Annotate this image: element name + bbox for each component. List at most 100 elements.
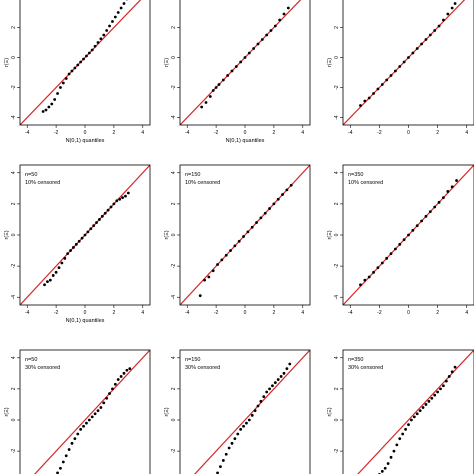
panel-2-1-sample-size-label: n=150	[185, 357, 200, 363]
panel-0-0-point	[76, 63, 80, 67]
panel-0-1-x-axis-label: N(0,1) quantiles	[226, 138, 265, 144]
panel-0-1-y-tick-label: -2	[171, 85, 177, 90]
panel-2-0-point	[99, 406, 103, 409]
panel-0-0-point	[93, 44, 97, 48]
panel-2-1-point	[273, 381, 277, 385]
panel-1-2-x-tick-label: -4	[348, 310, 353, 316]
panel-1-0-point	[57, 266, 61, 270]
panel-1-1-point	[207, 275, 211, 279]
panel-2-2-point	[453, 365, 457, 369]
panel-2-0-y-axis-label: r(Ξ)	[4, 407, 10, 416]
panel-2-1-point	[233, 437, 237, 441]
panel-1-1-point	[224, 253, 228, 257]
panel-1-0-point	[46, 280, 49, 284]
panel-1-2-point	[424, 214, 428, 218]
panel-2-0-y-tick-label: 0	[11, 418, 17, 421]
panel-1-2-point	[367, 275, 371, 279]
panel-1-2-point	[389, 252, 393, 256]
panel-0-1-x-tick-label: 4	[301, 130, 304, 136]
panel-1-1-y-axis-label: r(Ξ)	[164, 230, 170, 239]
panel-0-0-x-tick-label: 2	[112, 130, 115, 136]
panel-2-0-y-tick-label: 4	[11, 356, 17, 359]
panel-0-1-point	[200, 105, 204, 109]
panel-2-0-point	[96, 409, 100, 413]
panel-1-0-x-tick-label: -2	[54, 310, 59, 316]
panel-1-2-x-tick-label: 4	[465, 310, 468, 316]
panel-0-0-x-tick-label: 0	[84, 130, 87, 136]
panel-2-2-point	[427, 399, 431, 403]
panel-2-1-point	[256, 404, 260, 408]
panel-2-1-point	[236, 432, 240, 436]
panel-2-1-point	[276, 378, 280, 381]
panel-2-2-point	[395, 443, 399, 447]
panel-0-0-y-tick-label: 2	[11, 26, 17, 29]
panel-1-0-y-tick-label: 0	[11, 233, 17, 236]
panel-1-2-point	[437, 200, 441, 204]
panel-2-2-y-tick-label: -2	[334, 449, 340, 454]
panel-2-1-reference-line	[194, 350, 310, 474]
panel-1-1-reference-line	[180, 165, 310, 305]
panel-0-1-point	[252, 47, 256, 50]
panel-0-0-y-tick-label: -4	[11, 115, 17, 120]
panel-0-2-point	[411, 51, 415, 55]
panel-2-2-point	[430, 396, 434, 400]
panel-0-0-point	[41, 110, 45, 113]
panel-2-2-sample-size-label: n=350	[348, 357, 363, 363]
panel-2-0-point	[87, 418, 91, 422]
panel-0-0-point	[96, 41, 100, 44]
panel-2-1-censoring-label: 30% censored	[185, 365, 220, 371]
panel-1-1-point	[198, 294, 202, 298]
panel-1-0-point	[95, 221, 98, 224]
panel-1-1-point	[246, 230, 250, 234]
panel-0-2-y-tick-label: 0	[334, 56, 340, 59]
panel-0-1-point	[230, 69, 234, 73]
panel-0-2-point	[453, 2, 457, 5]
panel-0-1-point	[269, 29, 273, 32]
panel-1-1-point	[268, 207, 271, 210]
panel-1-0-x-tick-label: 4	[141, 310, 144, 316]
panel-0-1-x-tick-label: 0	[244, 130, 247, 136]
panel-1-0-point	[74, 242, 78, 246]
panel-1-0-point	[100, 214, 104, 218]
panel-1-1-x-tick-label: 0	[244, 310, 247, 316]
panel-0-1-point	[286, 6, 290, 10]
panel-2-1-point	[227, 446, 231, 450]
panel-0-1-reference-line	[180, 0, 302, 125]
panel-2-2-points	[378, 365, 457, 474]
panel-0-2-point	[424, 38, 428, 41]
panel-0-0-point	[87, 51, 91, 55]
panel-0-2-point	[359, 104, 362, 107]
panel-1-0-point	[43, 283, 46, 287]
panel-2-2-y-tick-label: 0	[334, 418, 340, 421]
panel-0-0-y-axis-label: r(Ξ)	[4, 58, 10, 67]
panel-2-0-points	[56, 367, 132, 474]
panel-1-0-point	[109, 205, 113, 209]
panel-1-1-point	[211, 269, 215, 273]
panel-0-2-point	[442, 18, 445, 22]
panel-1-0-point	[69, 249, 72, 252]
panel-0-2-point	[437, 24, 441, 28]
panel-2-0-y-tick-label: 2	[11, 387, 17, 390]
panel-2-2-point	[383, 466, 387, 470]
panel-1-1-x-tick-label: -4	[185, 310, 190, 316]
panel-1-2-point	[442, 196, 445, 200]
panel-1-0-y-axis-label: r(Ξ)	[4, 230, 10, 239]
panel-2-2-point	[404, 427, 407, 431]
panel-1-1-y-tick-label: 0	[171, 233, 177, 236]
panel-2-1-point	[247, 418, 251, 422]
panel-1-2-point	[402, 238, 406, 242]
panel-0-1-point	[239, 60, 243, 64]
panel-2-1-point	[265, 390, 269, 394]
panel-1-0-y-tick-label: -2	[11, 264, 17, 269]
panel-1-2-point	[455, 179, 458, 182]
panel-2-0-y-tick-label: -2	[11, 449, 17, 454]
panel-0-2-point	[402, 60, 406, 64]
panel-2-0-point	[122, 371, 126, 375]
panel-1-0-point	[98, 218, 101, 221]
panel-2-1-point	[268, 387, 271, 391]
panel-2-0-reference-line	[34, 350, 150, 474]
panel-1-1: -4 -2 0 2 4 -4 -2 0 2 4 r(Ξ) n=150 10% censored	[164, 164, 311, 316]
